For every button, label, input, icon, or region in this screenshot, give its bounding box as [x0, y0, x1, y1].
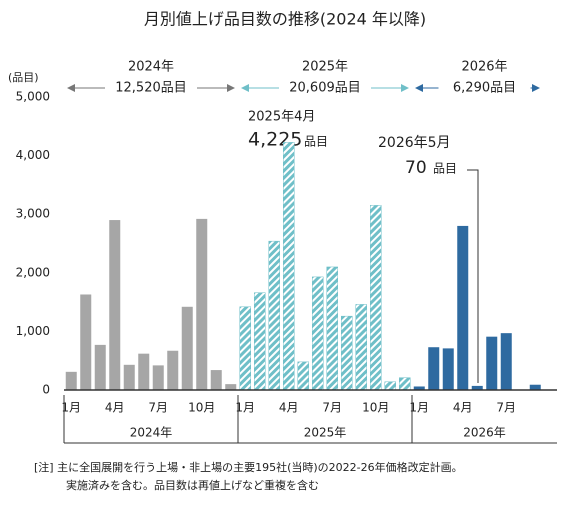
bar — [399, 377, 411, 391]
x-tick-label: 7月 — [322, 401, 342, 415]
bar — [283, 142, 295, 391]
bar — [355, 304, 367, 391]
header-arrowhead — [67, 84, 75, 92]
bar — [181, 306, 193, 390]
bar — [94, 344, 106, 390]
x-tick-label: 1月 — [409, 401, 429, 415]
group-label: 2026年 — [463, 426, 506, 440]
bar — [167, 350, 179, 390]
x-tick-label: 10月 — [362, 401, 389, 415]
header-arrowhead — [532, 84, 540, 92]
y-tick-label: 0 — [42, 383, 50, 397]
bar — [254, 292, 266, 391]
footnote: [注] 主に全国展開を行う上場・非上場の主要195社(当時)の2022-26年価… — [34, 460, 463, 474]
bar — [442, 348, 454, 390]
bar — [428, 347, 440, 390]
bar — [138, 353, 150, 390]
bar — [80, 294, 92, 390]
annotation-label: 2026年5月 — [378, 135, 451, 151]
bar — [413, 386, 425, 390]
bar — [500, 333, 512, 390]
annotation-leader — [467, 169, 479, 383]
x-tick-label: 7月 — [496, 401, 516, 415]
bar — [312, 276, 324, 391]
bar — [123, 364, 135, 390]
y-axis-label: (品目) — [8, 71, 39, 84]
bar — [341, 315, 353, 391]
x-tick-label: 4月 — [453, 401, 473, 415]
bar — [384, 381, 396, 391]
header-arrowhead — [241, 84, 249, 92]
x-tick-label: 4月 — [105, 401, 125, 415]
bar — [529, 384, 541, 390]
bar — [297, 361, 309, 391]
y-tick-label: 2,000 — [16, 265, 50, 279]
y-tick-label: 3,000 — [16, 207, 50, 221]
annotation-label: 2025年4月 — [248, 110, 315, 125]
bar — [109, 220, 121, 390]
bar — [326, 266, 338, 391]
chart-title: 月別値上げ品目数の推移(2024 年以降) — [144, 10, 426, 29]
bar — [210, 370, 222, 390]
group-header-name: 2025年 — [302, 60, 348, 75]
annotation-value: 70 — [405, 158, 427, 178]
group-label: 2024年 — [130, 426, 173, 440]
x-tick-label: 1月 — [61, 401, 81, 415]
bar — [471, 385, 483, 390]
group-header-total: 20,609品目 — [289, 81, 361, 96]
bar — [457, 225, 469, 390]
header-arrowhead — [227, 84, 235, 92]
footnote: 実施済みを含む。品目数は再値上げなど重複を含む — [66, 478, 319, 492]
bar — [370, 205, 382, 391]
y-tick-label: 4,000 — [16, 148, 50, 162]
x-tick-label: 4月 — [279, 401, 299, 415]
x-tick-label: 10月 — [188, 401, 215, 415]
bar — [196, 218, 208, 390]
bar — [225, 384, 237, 390]
x-tick-label: 1月 — [235, 401, 255, 415]
bar — [268, 240, 280, 391]
annotation-unit: 品目 — [304, 135, 328, 149]
x-tick-label: 7月 — [148, 401, 168, 415]
bar — [239, 306, 251, 391]
bar — [65, 371, 77, 390]
bar — [152, 365, 164, 390]
group-label: 2025年 — [304, 426, 347, 440]
annotation-unit: 品目 — [433, 162, 457, 176]
group-header-name: 2026年 — [461, 60, 507, 75]
bar — [486, 336, 498, 390]
group-header-name: 2024年 — [128, 60, 174, 75]
group-header-total: 12,520品目 — [115, 81, 187, 96]
y-tick-label: 5,000 — [16, 90, 50, 104]
header-arrowhead — [415, 84, 423, 92]
y-tick-label: 1,000 — [16, 324, 50, 338]
group-header-total: 6,290品目 — [453, 81, 516, 96]
header-arrowhead — [401, 84, 409, 92]
